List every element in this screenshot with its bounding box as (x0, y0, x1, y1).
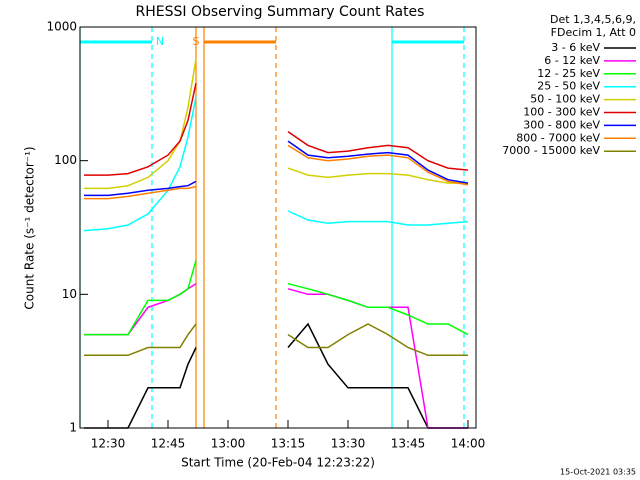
series-line (287, 144, 469, 186)
legend-label: 25 - 50 keV (537, 80, 600, 93)
x-tick-label: 12:45 (151, 437, 186, 451)
series-line (287, 167, 468, 184)
y-tick-label: 100 (54, 153, 77, 167)
legend-label: 100 - 300 keV (523, 106, 600, 119)
x-tick-label: 13:45 (391, 437, 426, 451)
series-line (287, 282, 469, 336)
series-line (287, 323, 468, 357)
series-line (84, 323, 197, 357)
series-line (287, 130, 469, 171)
footer: 15-Oct-2021 03:35 (560, 468, 636, 477)
series-line (287, 210, 469, 226)
legend-header: Det 1,3,4,5,6,9, (550, 13, 636, 26)
x-tick-label: 13:15 (271, 437, 306, 451)
x-tick-label: 13:30 (331, 437, 366, 451)
y-tick-label: 1 (69, 421, 77, 435)
legend-label: 7000 - 15000 keV (502, 144, 600, 157)
series-line (84, 185, 197, 200)
legend-label: 300 - 800 keV (523, 118, 600, 131)
annotation: N (156, 35, 164, 48)
chart-title: RHESSI Observing Summary Count Rates (136, 4, 425, 20)
series-line (84, 180, 197, 197)
x-tick-label: 12:30 (91, 437, 126, 451)
y-tick-label: 1000 (46, 20, 77, 34)
x-tick-label: 13:00 (211, 437, 246, 451)
legend-label: 6 - 12 keV (544, 54, 600, 67)
legend-label: 50 - 100 keV (530, 93, 600, 106)
legend-label: 3 - 6 keV (551, 41, 600, 54)
x-tick-label: 14:00 (451, 437, 486, 451)
series-line (83, 96, 197, 232)
y-tick-label: 10 (62, 287, 77, 301)
series-line (84, 83, 197, 176)
series-line (84, 58, 197, 190)
series-line (84, 259, 197, 336)
x-axis-label: Start Time (20-Feb-04 12:23:22) (181, 456, 375, 470)
legend-label: 12 - 25 keV (537, 67, 600, 80)
plot-frame (79, 26, 477, 429)
y-axis-label: Count Rate (s⁻¹ detector⁻¹) (23, 146, 37, 309)
series-line (287, 140, 469, 184)
legend-header: FDecim 1, Att 0 (551, 26, 636, 39)
legend-label: 800 - 7000 keV (516, 131, 600, 144)
